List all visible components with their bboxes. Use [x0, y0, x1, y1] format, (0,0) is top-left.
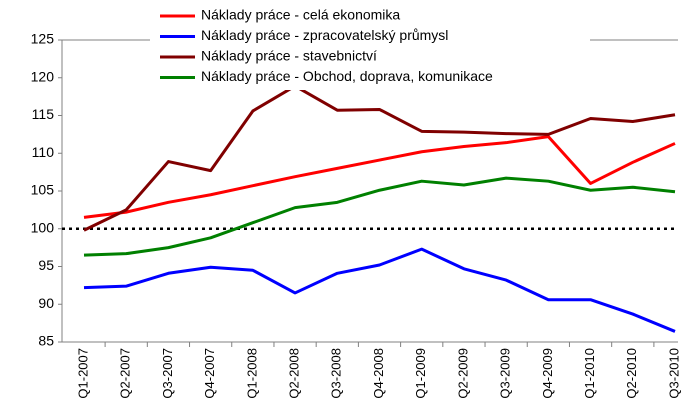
y-tick-label: 110: [32, 144, 55, 160]
x-tick-label: Q2-2009: [455, 348, 470, 399]
legend-label: Náklady práce - Obchod, doprava, komunik…: [201, 68, 493, 84]
x-tick-label: Q1-2007: [75, 348, 90, 399]
x-tick-label: Q4-2007: [202, 348, 217, 399]
x-tick-label: Q2-2007: [118, 348, 133, 399]
legend-label: Náklady práce - celá ekonomika: [201, 7, 400, 23]
x-tick-label: Q4-2008: [371, 348, 386, 399]
x-tick-label: Q3-2010: [666, 348, 681, 399]
x-tick-label: Q1-2009: [413, 348, 428, 399]
y-tick-label: 95: [38, 257, 54, 273]
legend-label: Náklady práce - stavebnictví: [201, 48, 377, 64]
y-tick-label: 115: [32, 106, 55, 122]
y-tick-label: 120: [31, 68, 55, 84]
x-tick-label: Q4-2009: [540, 348, 555, 399]
y-tick-label: 85: [38, 333, 54, 349]
x-tick-label: Q1-2008: [244, 348, 259, 399]
x-tick-label: Q3-2008: [329, 348, 344, 399]
x-tick-label: Q2-2008: [287, 348, 302, 399]
x-tick-label: Q2-2010: [624, 348, 639, 399]
series-line: [83, 135, 676, 219]
y-tick-label: 90: [38, 295, 54, 311]
legend-box: [150, 4, 590, 90]
series-line: [83, 247, 676, 333]
x-tick-label: Q1-2010: [582, 348, 597, 399]
x-tick-label: Q3-2007: [160, 348, 175, 399]
y-tick-label: 100: [31, 219, 55, 235]
y-tick-label: 105: [31, 182, 55, 198]
series-line: [83, 176, 676, 257]
series-line: [83, 84, 676, 232]
legend-label: Náklady práce - zpracovatelský průmysl: [201, 27, 448, 43]
x-tick-label: Q3-2009: [498, 348, 513, 399]
y-tick-label: 125: [31, 31, 55, 47]
